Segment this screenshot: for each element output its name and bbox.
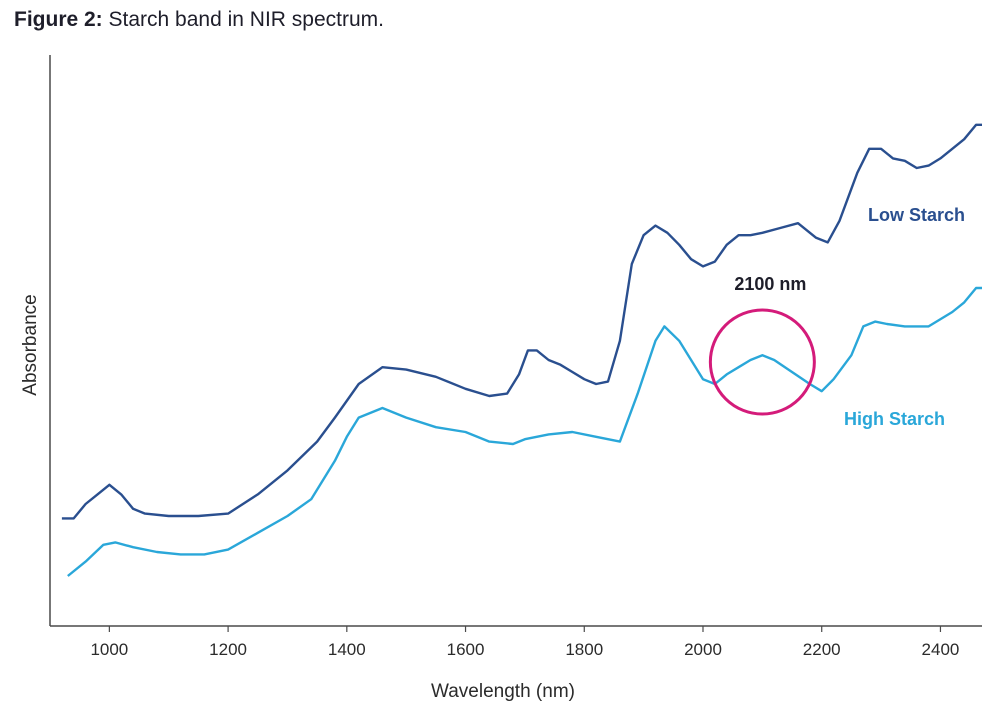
annotation-circle [708, 308, 816, 416]
x-axis-label: Wavelength (nm) [431, 681, 575, 702]
series-line-high-starch [67, 286, 982, 577]
series-line-low-starch [61, 123, 982, 520]
series-label-high-starch: High Starch [844, 409, 945, 429]
x-tick-label-1200: 1200 [209, 640, 247, 659]
series-lines [61, 123, 982, 577]
series-labels: Low Starch High Starch [844, 205, 965, 429]
x-tick-label-1800: 1800 [565, 640, 603, 659]
x-tick-label-2400: 2400 [922, 640, 960, 659]
figure-title: Figure 2: Starch band in NIR spectrum. [14, 8, 384, 32]
x-tick-label-2200: 2200 [803, 640, 841, 659]
x-tick-label-2000: 2000 [684, 640, 722, 659]
figure-title-text: Starch band in NIR spectrum. [108, 8, 384, 31]
x-tick-label-1400: 1400 [328, 640, 366, 659]
x-tick-label-1600: 1600 [447, 640, 485, 659]
x-tick-label-1000: 1000 [90, 640, 128, 659]
x-ticks: 1000 1200 1400 1600 1800 2000 2200 2400 [90, 626, 959, 659]
y-axis-label: Absorbance [20, 294, 41, 395]
series-label-low-starch: Low Starch [868, 205, 965, 225]
figure-title-lead: Figure 2: [14, 8, 103, 31]
annotation-label: 2100 nm [734, 274, 806, 294]
